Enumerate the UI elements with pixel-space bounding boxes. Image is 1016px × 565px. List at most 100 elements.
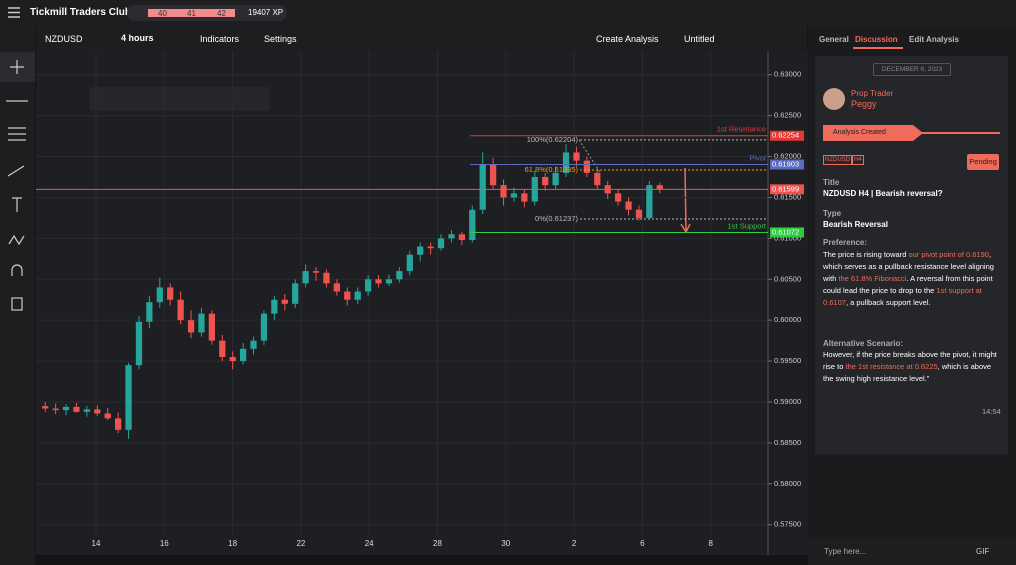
level-label: 1st Resistance xyxy=(717,125,766,134)
candle-body xyxy=(552,172,559,186)
xp-bar xyxy=(148,9,235,17)
message-input[interactable]: Type here... xyxy=(824,547,867,556)
price-tag-label: 0.61903 xyxy=(772,159,799,168)
fib-label: 0%(0.61237) xyxy=(535,214,578,223)
candle-body xyxy=(125,365,132,430)
candle-body xyxy=(437,238,445,249)
level-label: 1st Support xyxy=(728,221,767,230)
candle-body xyxy=(292,283,299,304)
highlight-text: the 61.8% Fibonacci xyxy=(838,274,907,283)
level: 41 xyxy=(187,9,196,18)
plot-bg xyxy=(36,51,768,555)
field-label: Type xyxy=(823,209,842,218)
candle-body xyxy=(490,164,497,186)
candle-body xyxy=(312,271,320,273)
drawing-toolbar[interactable] xyxy=(90,87,270,111)
candle-body xyxy=(281,299,288,304)
candle-body xyxy=(229,357,236,362)
candle-body xyxy=(73,406,80,412)
tag: NZDUSD xyxy=(823,155,852,165)
highlight-text: 1st support at 0.6107 xyxy=(823,286,982,307)
y-tick-label: 0.61000 xyxy=(774,233,801,242)
y-tick-label: 0.62000 xyxy=(774,152,801,161)
candle-body xyxy=(208,313,215,341)
top-bar: Tickmill Traders Club 40 41 42 19407 XP xyxy=(0,0,1016,26)
menu-icon[interactable] xyxy=(8,7,20,18)
app-title: Tickmill Traders Club xyxy=(30,7,131,18)
candle-body xyxy=(271,299,278,314)
candle-body xyxy=(635,209,643,218)
y-tick-label: 0.60500 xyxy=(774,274,801,283)
gif-button[interactable]: GIF xyxy=(976,547,990,556)
preference-text: The price is rising toward our pivot poi… xyxy=(823,249,1003,309)
candle-body xyxy=(240,348,247,362)
candle-body xyxy=(187,320,195,333)
field-label: Preference: xyxy=(823,238,868,247)
candle-body xyxy=(417,246,424,255)
candle-body xyxy=(198,313,205,333)
candle-body xyxy=(469,209,476,240)
interval[interactable]: 4 hours xyxy=(121,33,154,43)
y-tick-label: 0.59500 xyxy=(774,356,801,365)
author: Peggy xyxy=(851,99,877,109)
level: 40 xyxy=(158,9,167,18)
candle-body xyxy=(396,271,403,280)
x-tick-label: 14 xyxy=(92,539,101,548)
tool-icons[interactable] xyxy=(0,26,35,326)
text: . A reversal from this point could lead … xyxy=(823,274,993,295)
candle-body xyxy=(562,152,570,173)
candle-body xyxy=(375,279,382,284)
candle-body xyxy=(385,279,393,284)
symbol[interactable]: NZDUSD xyxy=(45,34,83,44)
candle-body xyxy=(583,160,590,173)
avatar xyxy=(823,88,845,110)
candle-body xyxy=(135,321,143,366)
candle-body xyxy=(167,287,174,300)
candle-body xyxy=(573,152,580,161)
layout-button[interactable]: Untitled xyxy=(684,34,715,44)
highlight-text: the 1st resistance at 0.6225 xyxy=(845,362,938,371)
price-tag-label: 0.61072 xyxy=(772,227,799,236)
candle-body xyxy=(646,185,653,218)
candle-body xyxy=(115,418,122,430)
tab[interactable]: Discussion xyxy=(855,35,898,44)
price-tag-label: 0.61599 xyxy=(772,184,799,193)
tag: H4 xyxy=(852,155,864,165)
role: Prop Trader xyxy=(851,89,894,98)
input-bar xyxy=(808,538,1016,565)
level: 42 xyxy=(217,9,226,18)
price-tag xyxy=(770,184,804,195)
status-badge: Pending xyxy=(967,154,999,170)
price-tag xyxy=(770,130,804,141)
candle-body xyxy=(458,234,465,240)
tab[interactable]: General xyxy=(819,35,849,44)
candle-body xyxy=(406,254,413,272)
price-tag-label: 0.62254 xyxy=(772,131,799,140)
candle-body xyxy=(156,287,163,303)
x-tick-label: 6 xyxy=(640,539,645,548)
y-tick-label: 0.63000 xyxy=(774,70,801,79)
candle-body xyxy=(510,193,518,198)
indicators-button[interactable]: Indicators xyxy=(200,34,240,44)
settings-button[interactable]: Settings xyxy=(264,34,297,44)
candle-body xyxy=(354,291,361,300)
candle-body xyxy=(62,406,70,411)
x-tick-label: 18 xyxy=(228,539,237,548)
timestamp: 14:54 xyxy=(982,407,1001,416)
candle-body xyxy=(42,406,49,409)
create-analysis-button[interactable]: Create Analysis xyxy=(596,34,659,44)
y-tick-label: 0.61500 xyxy=(774,192,801,201)
analysis-title: NZDUSD H4 | Bearish reversal? xyxy=(823,189,943,198)
candle-body xyxy=(333,283,340,292)
candle-body xyxy=(302,271,309,284)
y-tick-label: 0.58500 xyxy=(774,438,801,447)
candle-body xyxy=(542,177,549,186)
tab[interactable]: Edit Analysis xyxy=(909,35,959,44)
candle-body xyxy=(479,164,486,210)
chart: 0.63000 0.62500 0.62000 0.61500 0.61000 0.605… xyxy=(36,51,808,555)
y-tick-label: 0.58000 xyxy=(774,479,801,488)
level-label: Pivot xyxy=(749,153,767,162)
x-tick-label: 24 xyxy=(365,539,374,548)
x-tick-label: 22 xyxy=(296,539,305,548)
alternative-text: However, if the price breaks above the p… xyxy=(823,349,1003,385)
